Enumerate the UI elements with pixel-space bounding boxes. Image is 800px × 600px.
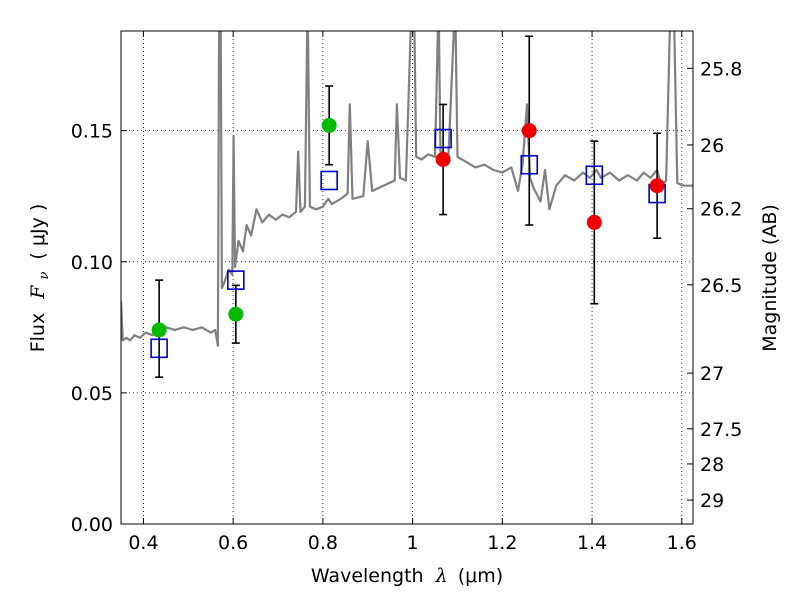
green-observed-point bbox=[228, 306, 244, 322]
red-observed-point bbox=[435, 151, 451, 167]
data-marks bbox=[150, 35, 666, 378]
y-tick-label: 0.15 bbox=[71, 121, 113, 143]
spectrum-line bbox=[121, 31, 693, 347]
x-tick-label: 1.2 bbox=[487, 532, 517, 554]
y-tick-label: 0.00 bbox=[71, 514, 113, 536]
y-tick-label: 0.10 bbox=[71, 252, 113, 274]
y2-tick-label: 27 bbox=[700, 363, 724, 385]
y2-tick-label: 26.2 bbox=[700, 199, 742, 221]
green-observed-point bbox=[151, 322, 167, 338]
x-tick-label: 0.6 bbox=[218, 532, 248, 554]
y-axis-label: Flux F ν ( μJy ) bbox=[27, 204, 53, 353]
model-square-point bbox=[227, 270, 245, 290]
x-tick-label: 0.8 bbox=[308, 532, 338, 554]
y2-tick-label: 29 bbox=[700, 490, 724, 512]
x-tick-label: 0.4 bbox=[128, 532, 158, 554]
grid-lines bbox=[121, 31, 693, 525]
x-tick-label: 1 bbox=[407, 532, 419, 554]
plot-frame bbox=[120, 30, 694, 525]
y2-axis-label: Magnitude (AB) bbox=[759, 204, 781, 352]
model-square-point bbox=[150, 338, 168, 359]
model-square-point bbox=[520, 154, 539, 175]
y2-tick-label: 28 bbox=[700, 454, 724, 476]
x-tick-label: 1.6 bbox=[667, 532, 697, 554]
model-square-point bbox=[320, 170, 338, 191]
red-observed-point bbox=[521, 123, 537, 139]
y2-tick-label: 27.5 bbox=[700, 419, 742, 441]
y2-tick-label: 26 bbox=[700, 135, 724, 157]
y2-tick-label: 25.8 bbox=[700, 58, 742, 80]
y2-tick-label: 26.5 bbox=[700, 275, 742, 297]
model-square-point bbox=[585, 165, 604, 186]
red-observed-point bbox=[586, 214, 602, 230]
y-tick-label: 0.05 bbox=[71, 383, 113, 405]
green-observed-point bbox=[321, 117, 337, 133]
x-tick-label: 1.4 bbox=[577, 532, 607, 554]
model-square-point bbox=[434, 128, 452, 149]
red-observed-point bbox=[649, 178, 665, 194]
axis-ticks: 0.4 0.6 0.8 1 1.2 1.4 1.6 0.00 0.05 0.10 0.15 25.8 2… bbox=[71, 31, 742, 554]
x-axis-label: Wavelength λ (μm) bbox=[311, 565, 503, 587]
